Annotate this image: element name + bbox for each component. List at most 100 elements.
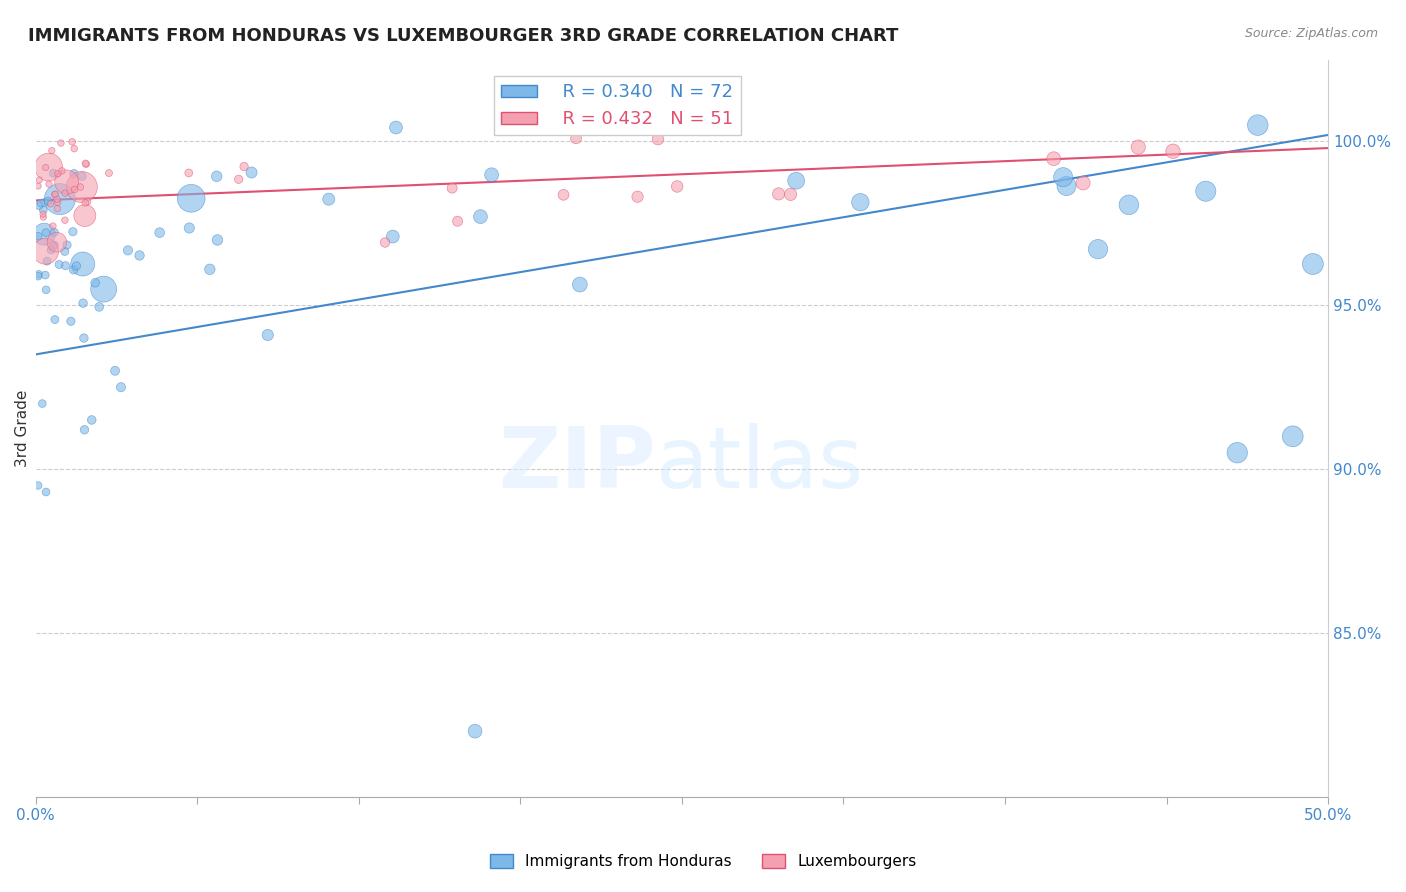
Point — [1281, 429, 1303, 443]
Point — [44, 187, 66, 202]
Point — [60, 135, 83, 149]
Point — [34, 244, 56, 259]
Point — [46, 192, 69, 206]
Point — [63, 167, 86, 181]
Point — [38, 177, 60, 191]
Point — [1128, 140, 1150, 154]
Point — [72, 257, 94, 271]
Point — [1042, 152, 1064, 166]
Point — [35, 485, 58, 500]
Point — [177, 166, 200, 180]
Point — [28, 199, 51, 213]
Point — [44, 187, 66, 202]
Point — [1087, 242, 1109, 256]
Point — [42, 239, 65, 253]
Point — [44, 238, 66, 252]
Point — [110, 380, 132, 394]
Point — [75, 157, 97, 171]
Point — [779, 187, 801, 202]
Point — [1161, 145, 1184, 159]
Point — [1302, 257, 1324, 271]
Point — [27, 267, 49, 281]
Point — [39, 197, 62, 211]
Point — [46, 167, 69, 181]
Legend: Immigrants from Honduras, Luxembourgers: Immigrants from Honduras, Luxembourgers — [484, 848, 922, 875]
Point — [62, 263, 84, 277]
Point — [73, 331, 96, 345]
Legend:   R = 0.340   N = 72,   R = 0.432   N = 51: R = 0.340 N = 72, R = 0.432 N = 51 — [494, 76, 741, 136]
Point — [53, 186, 76, 201]
Point — [42, 166, 65, 180]
Point — [240, 165, 263, 179]
Point — [180, 191, 202, 205]
Point — [49, 136, 72, 150]
Point — [205, 169, 228, 184]
Point — [149, 226, 172, 240]
Point — [75, 156, 97, 170]
Text: ZIP: ZIP — [498, 424, 657, 507]
Point — [441, 181, 464, 195]
Point — [256, 328, 278, 343]
Point — [1056, 179, 1078, 194]
Point — [63, 182, 86, 196]
Text: IMMIGRANTS FROM HONDURAS VS LUXEMBOURGER 3RD GRADE CORRELATION CHART: IMMIGRANTS FROM HONDURAS VS LUXEMBOURGER… — [28, 27, 898, 45]
Point — [35, 283, 58, 297]
Point — [27, 269, 49, 284]
Point — [65, 259, 87, 273]
Point — [70, 180, 93, 194]
Point — [34, 161, 56, 175]
Point — [34, 195, 56, 210]
Point — [62, 225, 84, 239]
Point — [51, 164, 73, 178]
Point — [32, 210, 55, 224]
Point — [59, 314, 82, 328]
Point — [1226, 446, 1249, 460]
Point — [69, 180, 91, 194]
Point — [1247, 118, 1270, 132]
Point — [179, 221, 201, 235]
Point — [565, 131, 588, 145]
Point — [75, 195, 97, 210]
Point — [1195, 184, 1218, 198]
Point — [35, 254, 58, 268]
Point — [228, 172, 250, 186]
Point — [56, 238, 79, 252]
Point — [117, 244, 139, 258]
Point — [34, 268, 56, 282]
Point — [42, 219, 65, 233]
Point — [73, 423, 96, 437]
Point — [32, 207, 55, 221]
Point — [37, 194, 59, 208]
Point — [374, 235, 396, 250]
Point — [38, 160, 60, 174]
Point — [53, 213, 76, 227]
Point — [768, 186, 790, 201]
Point — [198, 262, 221, 277]
Point — [27, 478, 49, 492]
Point — [666, 179, 689, 194]
Point — [35, 226, 58, 240]
Point — [30, 196, 52, 211]
Point — [48, 258, 70, 272]
Point — [49, 192, 72, 206]
Point — [207, 233, 229, 247]
Y-axis label: 3rd Grade: 3rd Grade — [15, 390, 30, 467]
Point — [98, 166, 121, 180]
Point — [568, 277, 591, 292]
Point — [27, 179, 49, 194]
Point — [626, 190, 648, 204]
Point — [44, 225, 66, 239]
Point — [34, 227, 56, 242]
Point — [27, 229, 49, 244]
Point — [45, 235, 67, 250]
Point — [76, 194, 98, 209]
Point — [63, 142, 86, 156]
Point — [46, 195, 69, 210]
Text: Source: ZipAtlas.com: Source: ZipAtlas.com — [1244, 27, 1378, 40]
Point — [32, 203, 55, 218]
Point — [93, 282, 115, 296]
Point — [446, 214, 468, 228]
Point — [1071, 176, 1094, 190]
Point — [785, 174, 807, 188]
Point — [233, 160, 256, 174]
